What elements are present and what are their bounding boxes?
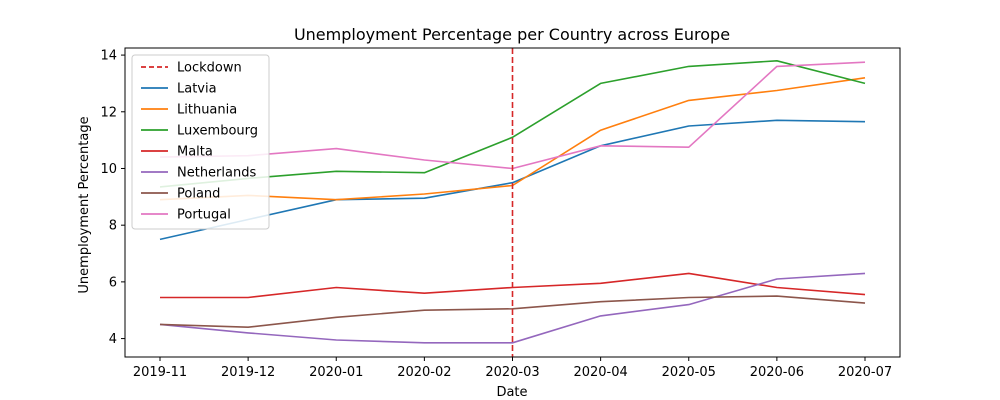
x-tick-label: 2020-03	[485, 365, 539, 380]
y-axis: 4 6 8 10 12 14	[100, 49, 125, 347]
x-tick-label: 2020-05	[662, 365, 716, 380]
series-line-netherlands	[159, 272, 866, 344]
legend-label-poland: Poland	[177, 187, 220, 202]
legend-label-netherlands: Netherlands	[177, 166, 256, 181]
legend-label-latvia: Latvia	[177, 82, 217, 97]
plot-area	[124, 47, 901, 358]
legend-label-luxembourg: Luxembourg	[177, 124, 258, 139]
x-tick-label: 2020-06	[750, 365, 804, 380]
x-axis-label: Date	[496, 385, 527, 400]
y-tick-label: 6	[109, 275, 117, 290]
x-tick-label: 2019-12	[221, 365, 275, 380]
chart-title: Unemployment Percentage per Country acro…	[294, 25, 730, 44]
x-tick-label: 2020-01	[309, 365, 363, 380]
x-tick-label: 2020-04	[573, 365, 627, 380]
y-tick-label: 12	[100, 105, 117, 120]
x-tick-label: 2019-11	[133, 365, 187, 380]
y-axis-label: Unemployment Percentage	[77, 116, 92, 293]
legend-label-lithuania: Lithuania	[177, 103, 237, 118]
y-tick-label: 8	[109, 219, 117, 234]
legend-label-portugal: Portugal	[177, 208, 231, 223]
y-tick-label: 4	[109, 332, 117, 347]
x-axis: 2019-11 2019-12 2020-01 2020-02 2020-03 2020-…	[133, 357, 892, 380]
x-tick-label: 2020-07	[838, 365, 892, 380]
x-tick-label: 2020-02	[397, 365, 451, 380]
y-tick-label: 14	[100, 49, 117, 64]
legend: Lockdown Latvia Lithuania Luxembourg Malta Ne…	[131, 54, 270, 230]
legend-label-lockdown: Lockdown	[177, 61, 242, 76]
legend-box	[131, 54, 270, 230]
series-line-poland	[159, 295, 866, 329]
series-line-luxembourg	[159, 59, 866, 188]
y-tick-label: 10	[100, 162, 117, 177]
legend-label-malta: Malta	[177, 145, 213, 160]
series-line-latvia	[159, 119, 866, 241]
